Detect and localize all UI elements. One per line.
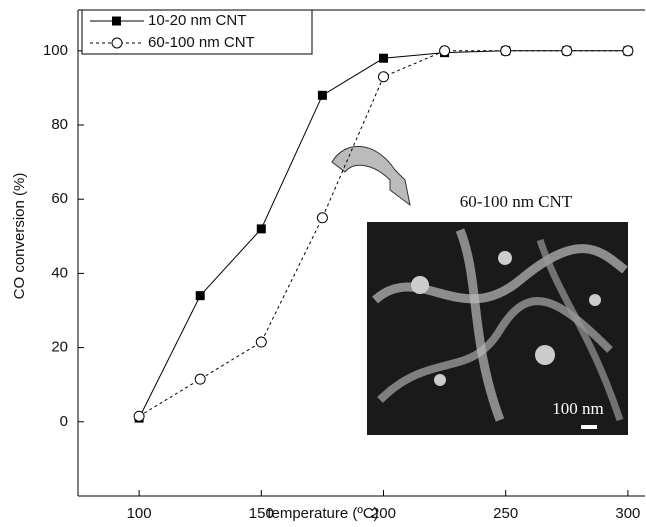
data-point <box>500 45 512 57</box>
y-tick-label: 80 <box>51 116 68 133</box>
legend-marker <box>112 16 121 26</box>
y-tick-label: 20 <box>51 339 68 356</box>
inset: 100 nm 60-100 nm CNT <box>331 146 628 435</box>
x-tick-label: 200 <box>371 505 396 522</box>
data-point <box>378 53 388 63</box>
data-point <box>439 45 451 57</box>
particle <box>434 374 446 386</box>
data-point <box>195 291 205 301</box>
x-tick-label: 300 <box>615 505 640 522</box>
data-point <box>194 373 206 385</box>
data-point <box>561 45 573 57</box>
scale-bar <box>581 425 597 429</box>
data-point <box>133 410 145 422</box>
legend-label: 10-20 nm CNT <box>148 12 246 29</box>
fiber <box>536 238 624 422</box>
data-point <box>317 90 327 100</box>
x-axis-label: temperature (ºC) <box>267 505 378 522</box>
y-tick-label: 40 <box>51 264 68 281</box>
y-tick-label: 60 <box>51 190 68 207</box>
y-tick-label: 0 <box>60 413 68 430</box>
x-tick-label: 150 <box>249 505 274 522</box>
arrow <box>331 146 411 207</box>
scale-label: 100 nm <box>552 399 603 418</box>
particle <box>535 345 555 365</box>
particle <box>411 276 429 294</box>
fiber <box>377 297 613 403</box>
particle <box>589 294 601 306</box>
x-tick-label: 100 <box>127 505 152 522</box>
data-point <box>622 45 634 57</box>
fiber <box>455 228 505 422</box>
particle <box>498 251 512 265</box>
x-tick-label: 250 <box>493 505 518 522</box>
data-point <box>256 224 266 234</box>
legend-label: 60-100 nm CNT <box>148 34 255 51</box>
y-tick-label: 100 <box>43 42 68 59</box>
data-point <box>255 336 267 348</box>
data-point <box>316 212 328 224</box>
legend-marker <box>111 37 123 49</box>
data-point <box>377 71 389 83</box>
inset-title: 60-100 nm CNT <box>460 192 573 211</box>
y-axis-label: CO conversion (%) <box>11 173 28 300</box>
